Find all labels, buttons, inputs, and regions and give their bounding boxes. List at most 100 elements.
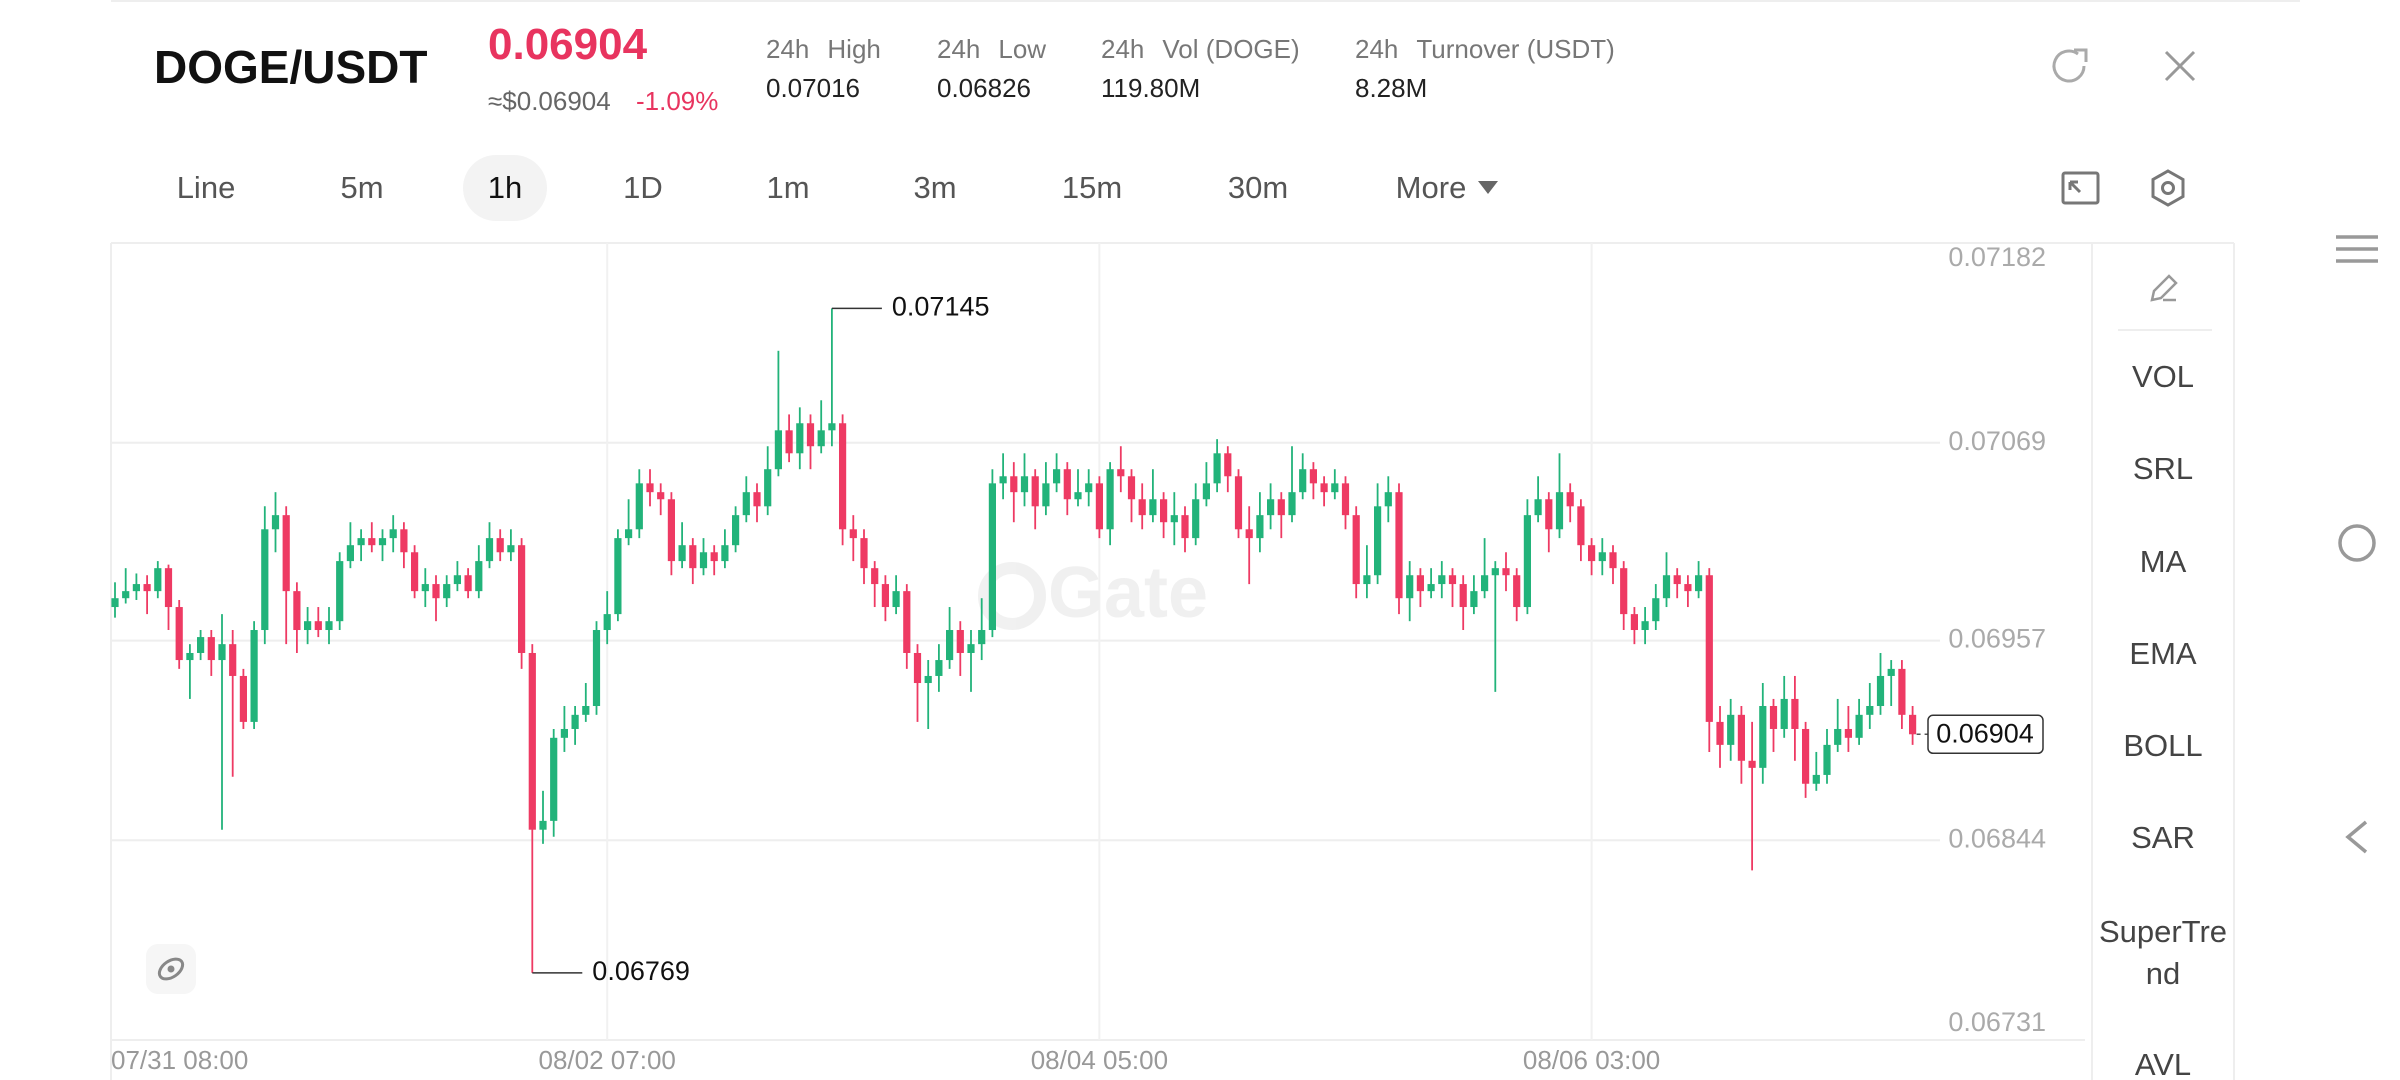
candle-body — [582, 706, 590, 715]
indicator[interactable]: AVL — [2134, 1047, 2192, 1080]
candle-body — [978, 630, 986, 645]
candle-body — [389, 529, 397, 539]
candle-body — [368, 538, 376, 546]
indicator[interactable]: EMA — [2129, 636, 2197, 671]
tab[interactable]: 15m — [1061, 170, 1123, 205]
candle-body — [946, 630, 954, 661]
candle-body — [1149, 499, 1157, 516]
candle-body — [357, 538, 365, 546]
candle-body — [1662, 575, 1671, 599]
fullscreen-button[interactable] — [2061, 171, 2100, 205]
candle-body — [1374, 506, 1382, 576]
candle-body — [956, 630, 964, 653]
candle-body — [1481, 575, 1489, 592]
candle-body — [1459, 584, 1467, 608]
candle-body — [1010, 476, 1018, 493]
tab[interactable]: 5m — [340, 170, 384, 205]
candle-body — [1652, 598, 1660, 622]
candle-body — [378, 538, 387, 546]
icon — [2164, 50, 2196, 82]
candle-body — [528, 652, 536, 830]
settings-button[interactable] — [2151, 169, 2185, 207]
candle-body — [1363, 575, 1371, 585]
candle-body — [325, 621, 333, 631]
indicator[interactable]: SRL — [2132, 451, 2194, 486]
candle-body — [464, 575, 472, 592]
candle-body — [1406, 575, 1414, 599]
candle-body — [710, 552, 718, 562]
candle-body — [443, 584, 451, 599]
visibility-toggle[interactable] — [146, 944, 196, 994]
menu-button[interactable] — [2336, 235, 2378, 263]
candle-body — [485, 538, 494, 562]
candle-body — [207, 637, 215, 661]
candle-body — [314, 621, 322, 631]
close-button[interactable] — [2164, 50, 2196, 82]
extreme-label: 0.07145 — [892, 292, 990, 322]
tab[interactable]: 30m — [1227, 170, 1289, 205]
candle-body — [592, 630, 601, 707]
watermark-text: Gate — [1048, 553, 1208, 633]
home-button[interactable] — [2338, 524, 2376, 562]
candle-body — [304, 621, 312, 631]
candle-body — [1898, 668, 1906, 715]
candle-body — [1834, 728, 1842, 745]
indicator[interactable]: SuperTrend — [2098, 914, 2228, 991]
candle-body — [1812, 774, 1820, 784]
pair-name: DOGE/USDT — [154, 41, 428, 93]
candle-body — [475, 561, 483, 592]
tab[interactable]: 1m — [766, 170, 810, 205]
tab[interactable]: 3m — [913, 170, 957, 205]
candle-body — [1053, 469, 1061, 484]
refresh-button[interactable] — [2052, 48, 2088, 83]
stat: 24h Low — [937, 34, 1046, 65]
candle-body — [1063, 469, 1071, 500]
candle-body — [699, 552, 708, 569]
candle-body — [1384, 492, 1392, 507]
candle-body — [411, 552, 419, 592]
candle-body — [539, 820, 547, 830]
candle-body — [774, 430, 782, 470]
candle-body — [1299, 469, 1307, 493]
tab-active[interactable]: 1h — [487, 170, 523, 205]
icon — [2061, 171, 2100, 205]
candle-body — [1288, 492, 1296, 516]
candle-body — [678, 545, 686, 562]
indicator[interactable]: BOLL — [2123, 728, 2203, 763]
candle-body — [282, 515, 290, 592]
candle-body — [261, 529, 269, 631]
tab[interactable]: 1D — [623, 170, 663, 205]
draw-tool[interactable] — [2150, 274, 2178, 302]
indicator[interactable]: MA — [2139, 544, 2187, 579]
back-button[interactable] — [2345, 820, 2368, 854]
tab-more[interactable]: More — [1395, 170, 1467, 205]
y-tick-label: 0.07069 — [1948, 426, 2046, 456]
indicator[interactable]: SAR — [2131, 820, 2195, 855]
candle-body — [293, 591, 301, 631]
candle-body — [122, 591, 130, 599]
candle-body — [1095, 483, 1103, 530]
candle-body — [1780, 698, 1788, 729]
candle-body — [1630, 614, 1638, 631]
candle-body — [1352, 515, 1360, 585]
last-price-label: 0.06904 — [1936, 718, 2034, 748]
candle-body — [1181, 515, 1189, 539]
candle-body — [1416, 575, 1424, 592]
candle-body — [603, 614, 611, 631]
indicator[interactable]: VOL — [2131, 359, 2195, 394]
candle-body — [924, 675, 932, 684]
candle-body — [1673, 575, 1681, 585]
candle-body — [1267, 499, 1275, 516]
fiat-price: ≈$0.06904 — [488, 86, 611, 116]
candle-body — [625, 529, 633, 539]
candle-body — [913, 652, 922, 684]
icon — [157, 957, 185, 981]
tab[interactable]: Line — [176, 170, 236, 205]
candle-body — [1192, 499, 1200, 539]
active-tab-bg — [463, 155, 547, 221]
candle-body — [154, 568, 162, 592]
watermark: Gate — [978, 553, 1208, 633]
stat: 24h High — [766, 34, 881, 65]
candle-body — [560, 728, 568, 738]
dropdown-arrow — [1478, 181, 1498, 194]
